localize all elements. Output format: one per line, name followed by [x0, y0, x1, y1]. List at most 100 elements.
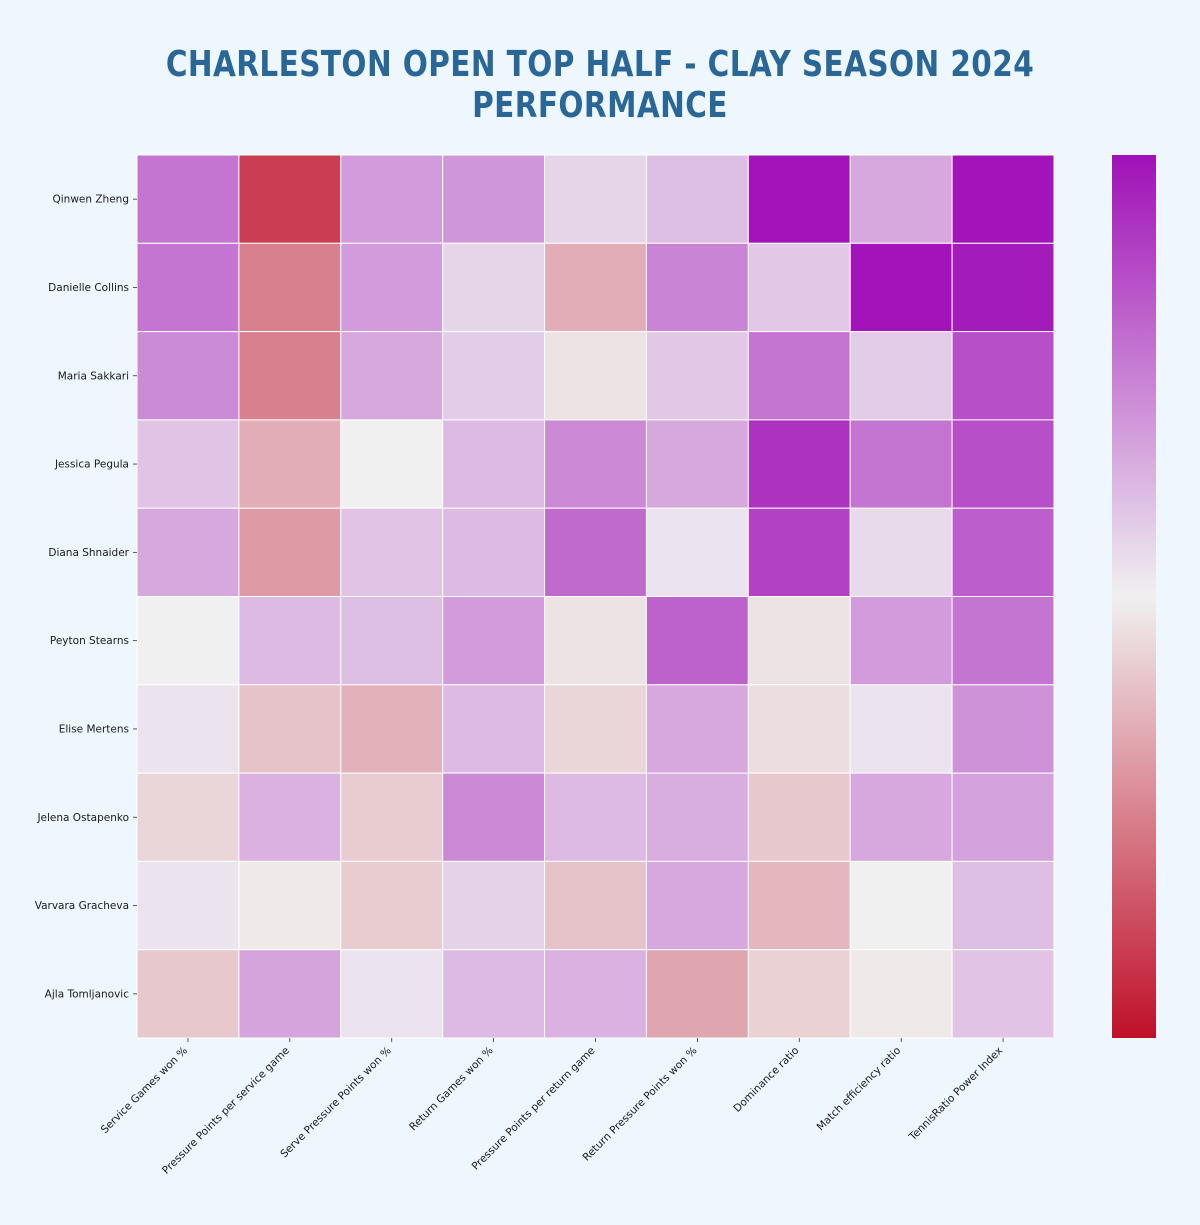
heatmap-cell	[340, 684, 444, 774]
heatmap-cell	[544, 772, 647, 862]
heatmap-cell	[747, 772, 851, 862]
heatmap-cell	[544, 419, 647, 509]
heatmap-cell	[136, 772, 240, 862]
heatmap-cell	[951, 684, 1055, 774]
y-tick-label: Elise Mertens	[59, 723, 129, 735]
y-tick-label: Varvara Gracheva	[35, 900, 129, 912]
heatmap-cell	[951, 242, 1055, 333]
heatmap-cell	[645, 507, 749, 598]
heatmap-cell	[136, 242, 240, 333]
heatmap-cell	[136, 419, 240, 509]
x-tick-label: Pressure Points per return game	[470, 1045, 598, 1173]
x-tick-label: Pressure Points per service game	[160, 1045, 292, 1177]
heatmap-cell	[442, 507, 546, 598]
heatmap-cell	[238, 419, 342, 509]
y-tick-label: Jessica Pegula	[54, 459, 129, 471]
heatmap-cell	[340, 242, 444, 333]
heatmap-cell	[645, 949, 749, 1039]
heatmap-cell	[951, 154, 1055, 244]
x-tick-label: Match efficiency ratio	[815, 1045, 904, 1134]
heatmap-cell	[747, 242, 851, 333]
heatmap-cell	[951, 331, 1055, 421]
heatmap-cell	[747, 949, 851, 1039]
y-tick-label: Danielle Collins	[48, 282, 129, 294]
heatmap-cell	[951, 949, 1055, 1039]
heatmap-cell	[442, 419, 546, 509]
heatmap-cell	[747, 507, 851, 598]
heatmap-cell	[442, 331, 546, 421]
x-tick-label: Dominance ratio	[731, 1045, 801, 1115]
heatmap-cell	[340, 772, 444, 862]
heatmap-cell	[849, 596, 953, 686]
y-tick-label: Qinwen Zheng	[52, 194, 129, 206]
heatmap-cell	[747, 860, 851, 951]
x-tick-label: Return Pressure Points won %	[581, 1045, 700, 1164]
heatmap-cell	[544, 507, 647, 598]
heatmap-cell	[849, 154, 953, 244]
heatmap-cell	[238, 154, 342, 244]
y-tick-label: Ajla Tomljanovic	[45, 988, 130, 1000]
y-tick-label: Diana Shnaider	[48, 547, 129, 559]
heatmap-cell	[340, 860, 444, 951]
heatmap-cell	[747, 419, 851, 509]
heatmap-cell	[747, 331, 851, 421]
chart-title: CHARLESTON OPEN TOP HALF - CLAY SEASON 2…	[165, 44, 1035, 126]
heatmap-cell	[442, 949, 546, 1039]
heatmap-cell	[849, 684, 953, 774]
heatmap-cell	[442, 860, 546, 951]
heatmap-cell	[544, 596, 647, 686]
heatmap-cell	[340, 949, 444, 1039]
heatmap-cell	[747, 596, 851, 686]
heatmap-cell	[951, 507, 1055, 598]
heatmap-cell	[442, 242, 546, 333]
heatmap-cell	[849, 949, 953, 1039]
heatmap-cell	[136, 860, 240, 951]
heatmap-cell	[544, 242, 647, 333]
heatmap-cell	[849, 507, 953, 598]
heatmap-cell	[238, 242, 342, 333]
heatmap-cell	[340, 596, 444, 686]
heatmap-cell	[136, 507, 240, 598]
heatmap-cell	[544, 331, 647, 421]
x-tick-label: Return Games won %	[407, 1045, 496, 1134]
heatmap-cell	[442, 154, 546, 244]
heatmap-cell	[238, 684, 342, 774]
y-tick-label: Maria Sakkari	[58, 370, 129, 382]
heatmap-cell	[238, 860, 342, 951]
heatmap-cell	[238, 772, 342, 862]
heatmap-cell	[442, 684, 546, 774]
heatmap-cell	[645, 419, 749, 509]
heatmap-cell	[136, 684, 240, 774]
heatmap-cell	[747, 154, 851, 244]
heatmap-cell	[136, 596, 240, 686]
heatmap-cell	[340, 331, 444, 421]
heatmap-cell	[238, 596, 342, 686]
heatmap-cell	[951, 419, 1055, 509]
heatmap-cell	[849, 419, 953, 509]
heatmap-cell	[136, 949, 240, 1039]
heatmap-cell	[442, 772, 546, 862]
heatmap-cell	[645, 684, 749, 774]
colorbar	[1112, 155, 1156, 1038]
heatmap-cell	[544, 684, 647, 774]
heatmap-cell	[340, 419, 444, 509]
x-tick-label: Serve Pressure Points won %	[278, 1045, 394, 1161]
heatmap-cell	[951, 860, 1055, 951]
heatmap-cell	[645, 154, 749, 244]
heatmap-cell	[645, 331, 749, 421]
heatmap-cell	[136, 331, 240, 421]
heatmap-cell	[645, 860, 749, 951]
heatmap-cell	[442, 596, 546, 686]
heatmap-cell	[951, 772, 1055, 862]
heatmap-cell	[544, 860, 647, 951]
heatmap-cell	[544, 154, 647, 244]
heatmap-cell	[849, 242, 953, 333]
heatmap-cell	[849, 331, 953, 421]
heatmap-cell	[951, 596, 1055, 686]
x-tick-label: TennisRatio Power Index	[906, 1045, 1005, 1144]
heatmap-cell	[340, 507, 444, 598]
y-tick-label: Jelena Ostapenko	[36, 812, 129, 824]
heatmap-cell	[645, 596, 749, 686]
heatmap-cell	[544, 949, 647, 1039]
